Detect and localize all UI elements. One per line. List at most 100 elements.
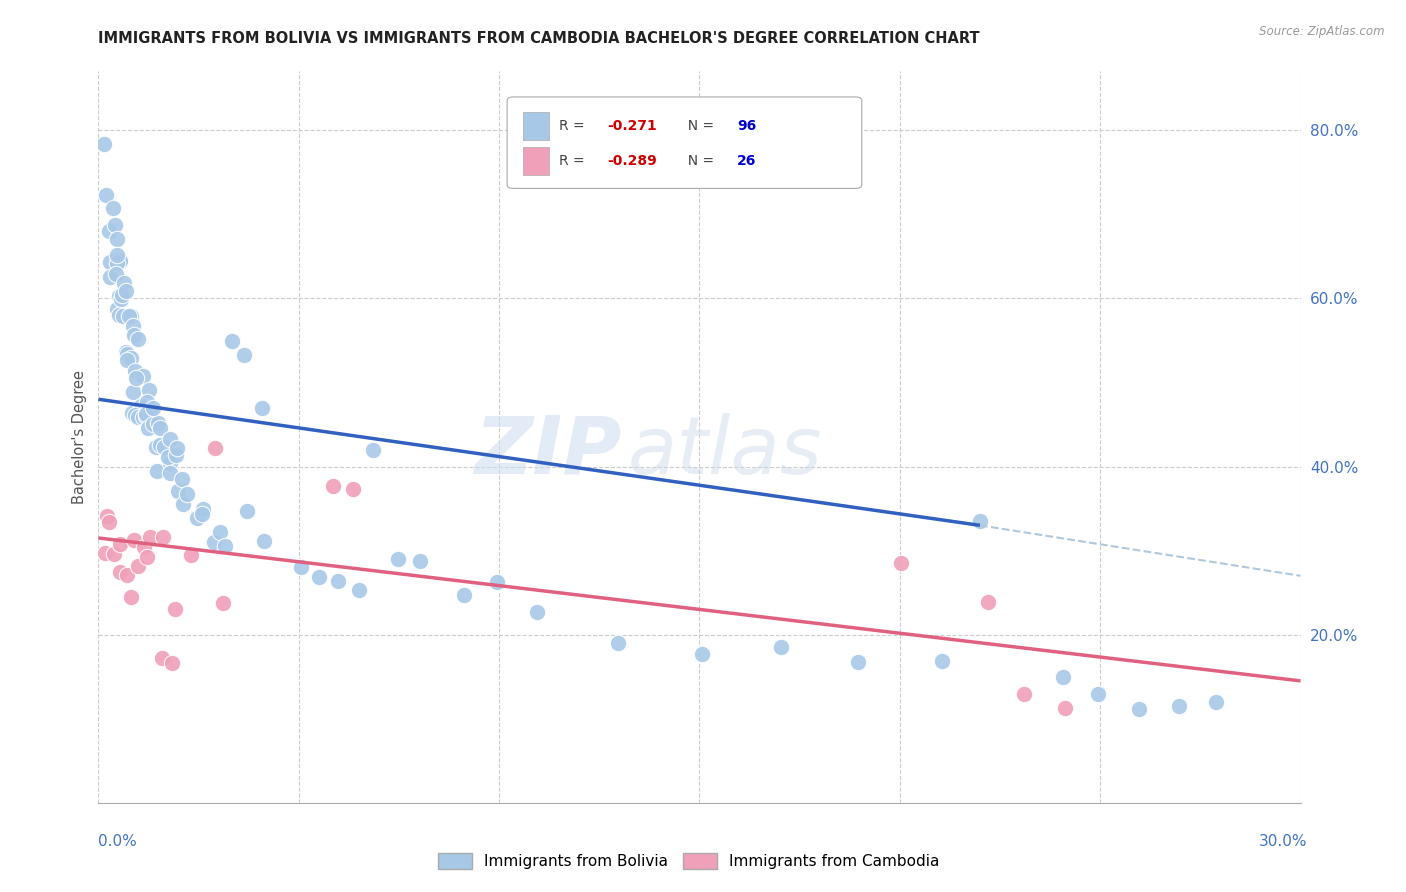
Point <box>108 308 131 322</box>
Point <box>159 432 181 446</box>
Point <box>321 479 343 493</box>
Point <box>115 352 138 367</box>
Y-axis label: Bachelor's Degree: Bachelor's Degree <box>72 370 87 504</box>
Point <box>347 582 370 597</box>
Point <box>208 525 231 540</box>
Point <box>132 369 155 384</box>
Point <box>1205 695 1227 709</box>
Point <box>136 395 159 409</box>
Point <box>142 401 165 416</box>
Point <box>156 450 179 464</box>
Point <box>212 596 235 610</box>
Point <box>98 270 121 285</box>
Point <box>890 556 912 570</box>
Point <box>150 650 173 665</box>
Point <box>191 502 214 516</box>
Point <box>163 602 186 616</box>
Bar <box>523 147 550 175</box>
Point <box>129 400 152 414</box>
Point <box>115 347 138 361</box>
Point <box>176 486 198 500</box>
Point <box>1054 701 1077 715</box>
Point <box>526 605 548 619</box>
Point <box>105 267 128 281</box>
Point <box>165 448 187 462</box>
Text: 0.0%: 0.0% <box>98 834 138 849</box>
Point <box>1087 687 1109 701</box>
Point <box>1052 670 1074 684</box>
Point <box>160 656 183 670</box>
Point <box>166 441 188 455</box>
Point <box>105 302 128 317</box>
Point <box>976 595 998 609</box>
Point <box>139 530 162 544</box>
Point <box>172 497 194 511</box>
Point <box>93 136 115 151</box>
Point <box>108 252 131 267</box>
Point <box>127 558 149 573</box>
Point <box>108 289 131 303</box>
Text: N =: N = <box>679 119 718 133</box>
Point <box>120 309 142 323</box>
Point <box>1168 699 1191 714</box>
Point <box>114 345 136 359</box>
Point <box>214 540 236 554</box>
Point <box>125 370 148 384</box>
Point <box>170 471 193 485</box>
Point <box>692 647 714 661</box>
Text: 26: 26 <box>737 154 756 169</box>
Point <box>969 514 991 528</box>
Point <box>120 590 142 604</box>
Point <box>186 511 208 525</box>
Point <box>136 549 159 564</box>
Point <box>342 482 364 496</box>
Point <box>94 187 117 202</box>
Point <box>104 218 127 232</box>
Point <box>117 567 139 582</box>
Point <box>166 483 188 498</box>
Point <box>136 421 159 435</box>
Point <box>204 441 226 455</box>
Point <box>326 574 349 588</box>
Point <box>606 636 628 650</box>
Point <box>110 537 132 551</box>
Point <box>146 416 169 430</box>
Text: R =: R = <box>558 119 589 133</box>
Text: atlas: atlas <box>627 413 823 491</box>
Point <box>931 654 953 668</box>
Point <box>191 507 214 521</box>
Point <box>252 401 274 416</box>
Text: 30.0%: 30.0% <box>1260 834 1308 849</box>
Point <box>105 247 128 261</box>
Point <box>152 530 174 544</box>
Point <box>1128 702 1150 716</box>
Point <box>97 224 120 238</box>
Point <box>97 515 120 529</box>
Point <box>361 442 384 457</box>
Text: IMMIGRANTS FROM BOLIVIA VS IMMIGRANTS FROM CAMBODIA BACHELOR'S DEGREE CORRELATIO: IMMIGRANTS FROM BOLIVIA VS IMMIGRANTS FR… <box>98 31 980 46</box>
Point <box>105 232 128 246</box>
Point <box>124 364 146 378</box>
Text: ZIP: ZIP <box>474 413 621 491</box>
Text: -0.271: -0.271 <box>607 119 657 133</box>
Text: Source: ZipAtlas.com: Source: ZipAtlas.com <box>1260 25 1385 38</box>
Point <box>290 560 312 574</box>
Point <box>387 552 409 566</box>
Point <box>105 255 128 269</box>
Point <box>118 309 141 323</box>
Point <box>121 406 143 420</box>
Point <box>111 288 134 302</box>
Point <box>115 284 138 298</box>
Point <box>308 569 330 583</box>
Point <box>124 533 146 547</box>
Point <box>101 201 124 215</box>
Point <box>112 277 135 291</box>
Legend: Immigrants from Bolivia, Immigrants from Cambodia: Immigrants from Bolivia, Immigrants from… <box>432 847 946 875</box>
Point <box>180 548 202 562</box>
Point <box>121 319 143 334</box>
Bar <box>523 112 550 140</box>
Point <box>142 417 165 431</box>
Point <box>132 540 155 554</box>
Point <box>153 440 176 454</box>
Point <box>112 309 135 323</box>
